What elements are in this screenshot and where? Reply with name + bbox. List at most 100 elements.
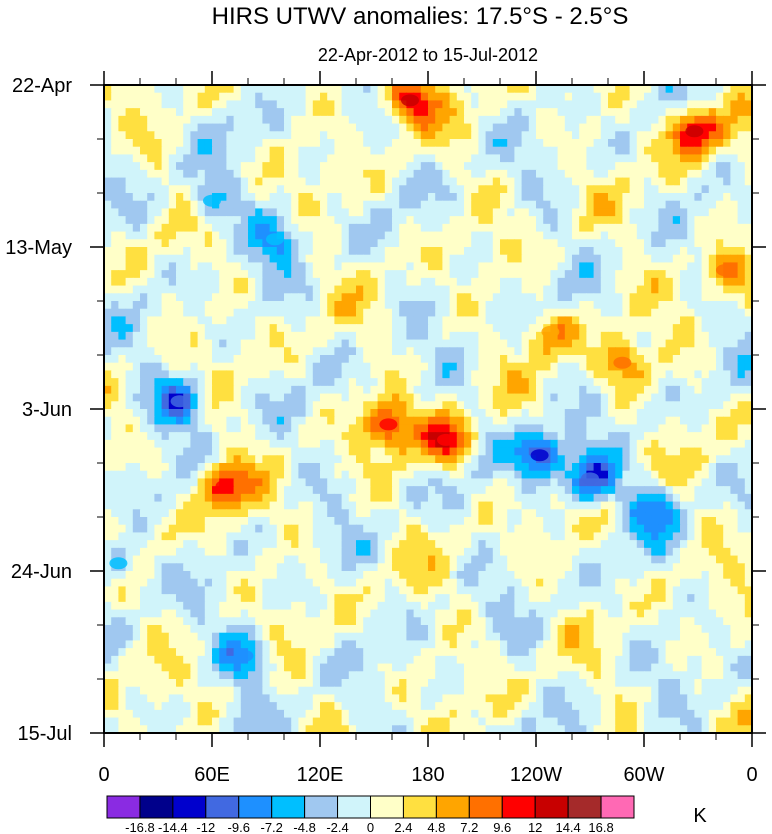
heatmap-cell — [622, 270, 631, 279]
heatmap-cell — [125, 324, 134, 333]
heatmap-cell — [370, 493, 379, 503]
heatmap-cell — [608, 216, 616, 225]
heatmap-cell — [132, 92, 141, 102]
heatmap-cell — [248, 162, 256, 171]
heatmap-cell — [600, 385, 609, 395]
heatmap-cell — [428, 308, 436, 318]
heatmap-cell — [269, 447, 278, 456]
heatmap-cell — [572, 247, 580, 256]
heatmap-cell — [298, 347, 307, 356]
heatmap-cell — [204, 239, 213, 248]
heatmap-cell — [644, 331, 652, 341]
heatmap-cell — [737, 331, 746, 341]
heatmap-cell — [392, 223, 400, 233]
heatmap-cell — [176, 216, 184, 225]
heatmap-cell — [658, 262, 667, 271]
heatmap-cell — [514, 301, 523, 310]
heatmap-cell — [528, 92, 537, 102]
heatmap-cell — [471, 146, 479, 156]
heatmap-cell — [147, 123, 155, 132]
heatmap-cell — [456, 293, 465, 302]
heatmap-cell — [334, 301, 343, 310]
heatmap-cell — [356, 308, 364, 318]
heatmap-cell — [320, 486, 328, 495]
heatmap-cell — [284, 509, 292, 518]
heatmap-cell — [680, 254, 688, 264]
heatmap-cell — [737, 154, 746, 163]
heatmap-cell — [672, 409, 681, 418]
heatmap-cell — [104, 509, 112, 518]
heatmap-cell — [500, 277, 508, 287]
heatmap-cell — [615, 439, 623, 449]
heatmap-cell — [536, 378, 544, 387]
heatmap-cell — [615, 409, 623, 418]
heatmap-cell — [154, 254, 163, 264]
heatmap-cell — [341, 216, 350, 225]
heatmap-cell — [356, 370, 364, 379]
heatmap-cell — [593, 247, 602, 256]
heatmap-cell — [550, 146, 559, 156]
heatmap-cell — [557, 108, 566, 117]
heatmap-cell — [132, 146, 141, 156]
heatmap-cell — [104, 270, 112, 279]
heatmap-cell — [356, 486, 364, 495]
heatmap-cell — [320, 432, 328, 441]
heatmap-cell — [708, 193, 717, 202]
heatmap-cell — [168, 270, 177, 279]
heatmap-cell — [543, 470, 551, 480]
heatmap-cell — [291, 447, 299, 456]
heatmap-cell — [572, 200, 580, 210]
heatmap-cell — [161, 393, 170, 402]
heatmap-cell — [248, 416, 256, 426]
heatmap-cell — [442, 169, 451, 179]
heatmap-cell — [154, 139, 163, 148]
heatmap-cell — [687, 455, 695, 464]
heatmap-cell — [737, 185, 746, 194]
heatmap-cell — [406, 362, 415, 372]
heatmap-cell — [161, 123, 170, 132]
heatmap-cell — [269, 347, 278, 356]
heatmap-cell — [406, 339, 415, 348]
heatmap-cell — [370, 501, 379, 510]
heatmap-cell — [514, 455, 523, 464]
heatmap-cell — [492, 301, 501, 310]
heatmap-cell — [550, 162, 559, 171]
heatmap-cell — [514, 463, 523, 472]
heatmap-cell — [262, 439, 271, 449]
heatmap-cell — [557, 92, 566, 102]
heatmap-cell — [212, 270, 220, 279]
heatmap-cell — [615, 177, 623, 186]
heatmap-cell — [341, 424, 350, 433]
heatmap-cell — [550, 316, 559, 325]
heatmap-cell — [550, 247, 559, 256]
heatmap-cell — [406, 285, 415, 294]
heatmap-cell — [111, 270, 119, 279]
heatmap-cell — [384, 169, 393, 179]
heatmap-cell — [255, 162, 263, 171]
heatmap-cell — [327, 409, 335, 418]
heatmap-cell — [665, 447, 674, 456]
heatmap-cell — [694, 254, 703, 264]
heatmap-cell — [420, 200, 429, 210]
heatmap-cell — [593, 108, 602, 117]
heatmap-cell — [672, 100, 681, 109]
heatmap-cell — [536, 385, 544, 395]
heatmap-cell — [370, 154, 379, 163]
heatmap-cell — [226, 293, 235, 302]
heatmap-cell — [464, 162, 472, 171]
heatmap-cell — [636, 162, 645, 171]
heatmap-cell — [687, 177, 695, 186]
heatmap-cell — [550, 223, 559, 233]
heatmap-cell — [262, 478, 271, 487]
heatmap-cell — [579, 493, 587, 503]
heatmap-cell — [550, 493, 559, 503]
heatmap-cell — [190, 146, 199, 156]
heatmap-cell — [248, 185, 256, 194]
heatmap-cell — [464, 447, 472, 456]
heatmap-cell — [528, 378, 537, 387]
heatmap-cell — [154, 439, 163, 449]
heatmap-cell — [528, 339, 537, 348]
heatmap-cell — [507, 409, 515, 418]
heatmap-cell — [536, 486, 544, 495]
heatmap-cell — [615, 486, 623, 495]
